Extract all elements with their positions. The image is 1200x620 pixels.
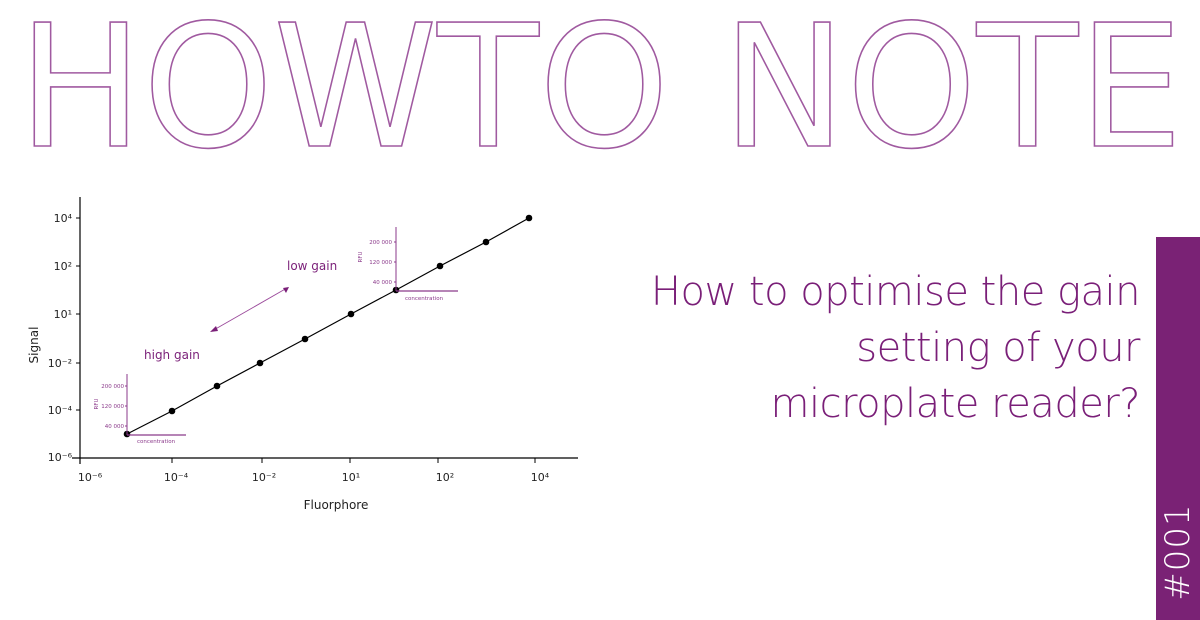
gain-double-arrow-icon xyxy=(210,287,289,332)
low-gain-label: low gain xyxy=(287,259,337,273)
high-gain-inset: 200 000 120 000 40 000 RFU concentration xyxy=(94,374,186,445)
question-line: How to optimise the gain xyxy=(650,269,1141,315)
signal-fluorphore-chart: 10⁴ 10² 10¹ 10⁻² 10⁻⁴ 10⁻⁶ 10⁻⁶ 10⁻⁴ 10⁻… xyxy=(27,197,578,512)
x-axis-label: Fluorphore xyxy=(304,498,369,512)
inset-ylabel: RFU xyxy=(358,251,364,262)
x-tick-label: 10² xyxy=(436,471,454,484)
banner-title: HOWTO NOTE xyxy=(18,0,1183,170)
x-ticks: 10⁻⁶ 10⁻⁴ 10⁻² 10¹ 10² 10⁴ xyxy=(78,458,550,484)
y-ticks: 10⁴ 10² 10¹ 10⁻² 10⁻⁴ 10⁻⁶ xyxy=(48,212,80,464)
y-tick-label: 10⁴ xyxy=(54,212,73,225)
x-tick-label: 10⁻² xyxy=(252,471,276,484)
inset-tick-label: 120 000 xyxy=(101,404,124,410)
inset-tick-label: 200 000 xyxy=(369,240,392,246)
high-gain-label: high gain xyxy=(144,348,200,362)
inset-tick-label: 40 000 xyxy=(373,280,393,286)
y-tick-label: 10¹ xyxy=(54,308,72,321)
question-heading: How to optimise the gain setting of your… xyxy=(580,264,1141,432)
question-line: setting of your xyxy=(856,325,1140,371)
inset-tick-label: 120 000 xyxy=(369,260,392,266)
x-tick-label: 10¹ xyxy=(342,471,360,484)
low-gain-inset: 200 000 120 000 40 000 RFU concentration xyxy=(358,227,458,302)
y-tick-label: 10⁻⁶ xyxy=(48,451,73,464)
inset-tick-label: 200 000 xyxy=(101,384,124,390)
x-tick-label: 10⁴ xyxy=(531,471,550,484)
inset-ylabel: RFU xyxy=(94,398,100,409)
note-number: #001 xyxy=(1158,503,1198,601)
data-points xyxy=(123,214,533,438)
inset-tick-label: 40 000 xyxy=(105,424,125,430)
y-tick-label: 10⁻² xyxy=(48,357,72,370)
y-tick-label: 10² xyxy=(54,260,72,273)
x-tick-label: 10⁻⁴ xyxy=(164,471,189,484)
note-number-tab: #001 xyxy=(1156,237,1200,620)
question-line: microplate reader? xyxy=(770,381,1141,427)
y-axis-label: Signal xyxy=(27,327,41,364)
data-line xyxy=(126,217,530,435)
y-tick-label: 10⁻⁴ xyxy=(48,404,73,417)
inset-xlabel: concentration xyxy=(405,296,444,302)
x-tick-label: 10⁻⁶ xyxy=(78,471,103,484)
inset-xlabel: concentration xyxy=(137,439,176,445)
howto-note-banner: HOWTO NOTE xyxy=(17,0,1184,170)
